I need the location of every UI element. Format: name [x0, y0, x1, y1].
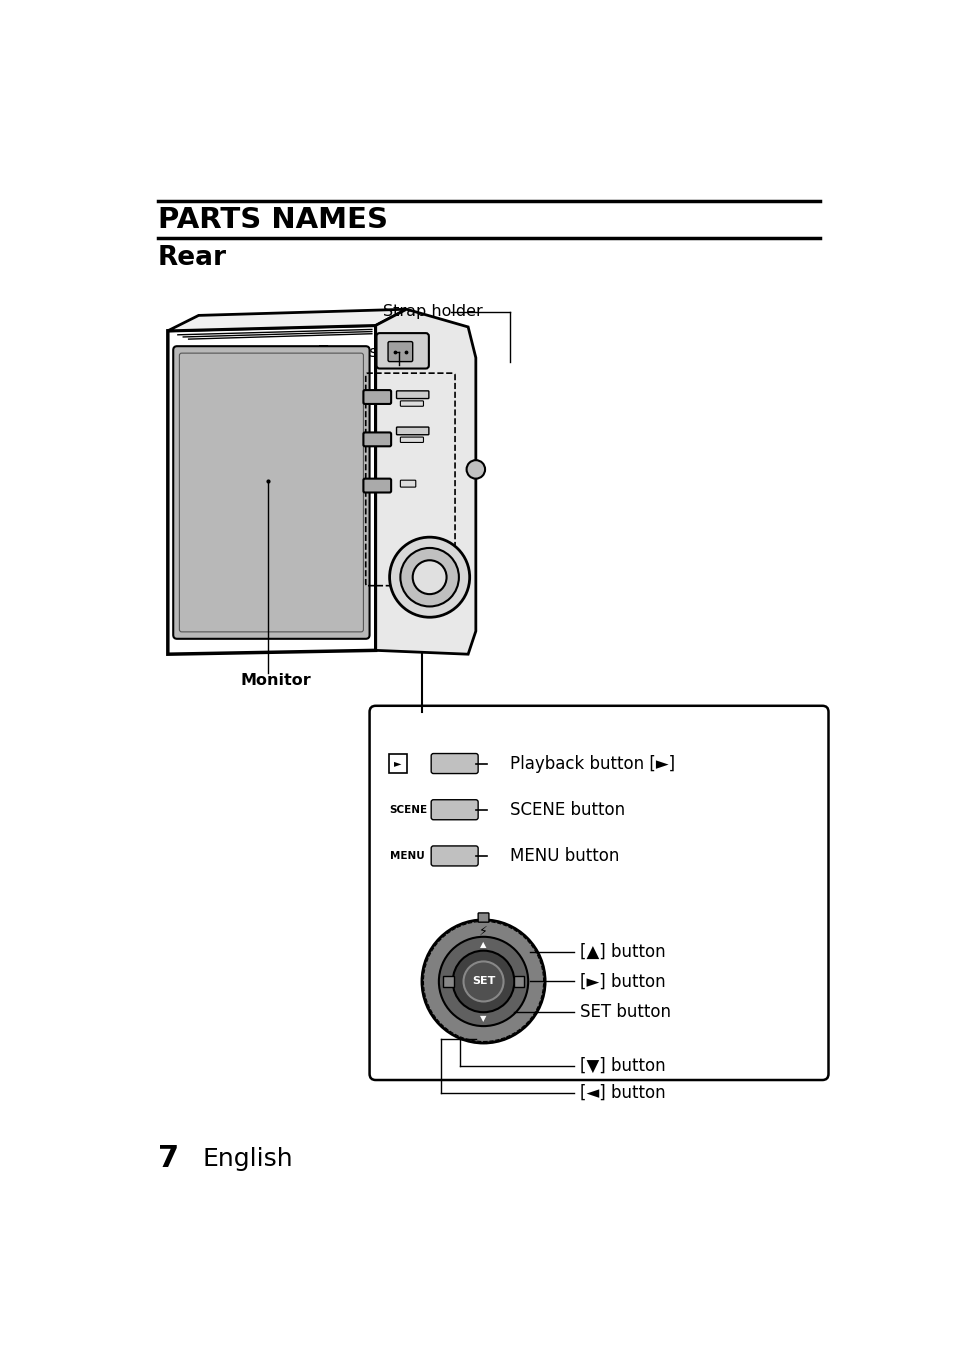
- Text: ▼: ▼: [479, 1014, 486, 1024]
- Text: SET button: SET button: [579, 1003, 670, 1021]
- Text: PARTS NAMES: PARTS NAMES: [157, 206, 388, 234]
- Text: SCENE: SCENE: [389, 804, 427, 815]
- Text: English: English: [202, 1146, 293, 1170]
- Polygon shape: [375, 309, 476, 654]
- FancyBboxPatch shape: [363, 390, 391, 403]
- FancyBboxPatch shape: [396, 391, 429, 398]
- Text: [▲] button: [▲] button: [579, 943, 664, 962]
- Text: Monitor: Monitor: [241, 674, 312, 689]
- FancyBboxPatch shape: [388, 342, 413, 362]
- Text: [▼] button: [▼] button: [579, 1057, 664, 1075]
- FancyBboxPatch shape: [400, 437, 423, 443]
- Circle shape: [438, 936, 528, 1026]
- Text: Rear: Rear: [157, 245, 227, 270]
- Circle shape: [400, 547, 458, 607]
- FancyBboxPatch shape: [431, 753, 477, 773]
- Text: [►] button: [►] button: [579, 972, 664, 990]
- FancyBboxPatch shape: [400, 480, 416, 487]
- Text: ⚡: ⚡: [478, 925, 487, 937]
- Circle shape: [421, 920, 544, 1044]
- Text: [◄] button: [◄] button: [579, 1084, 664, 1102]
- FancyBboxPatch shape: [389, 755, 407, 773]
- FancyBboxPatch shape: [396, 428, 429, 434]
- Text: ▲: ▲: [479, 940, 486, 950]
- Text: SCENE button: SCENE button: [510, 800, 625, 819]
- Circle shape: [413, 561, 446, 594]
- FancyBboxPatch shape: [173, 346, 369, 639]
- Text: ►: ►: [517, 976, 523, 986]
- Text: Playback button [►]: Playback button [►]: [510, 755, 675, 772]
- Text: ►: ►: [394, 759, 401, 768]
- Text: ◄: ◄: [443, 976, 450, 986]
- FancyBboxPatch shape: [442, 976, 453, 987]
- FancyBboxPatch shape: [363, 433, 391, 447]
- FancyBboxPatch shape: [431, 846, 477, 866]
- Text: 7: 7: [157, 1145, 179, 1173]
- Text: Zoom switch: Zoom switch: [317, 344, 420, 360]
- Circle shape: [466, 460, 484, 479]
- FancyBboxPatch shape: [376, 334, 429, 369]
- FancyBboxPatch shape: [513, 976, 524, 987]
- Text: MENU button: MENU button: [510, 847, 619, 865]
- FancyBboxPatch shape: [477, 913, 489, 923]
- Text: SET: SET: [472, 976, 495, 986]
- FancyBboxPatch shape: [431, 800, 477, 819]
- Text: Strap holder: Strap holder: [383, 304, 482, 319]
- Circle shape: [453, 951, 514, 1013]
- FancyBboxPatch shape: [363, 479, 391, 492]
- FancyBboxPatch shape: [369, 706, 827, 1080]
- Polygon shape: [168, 309, 406, 331]
- Text: MENU: MENU: [389, 851, 424, 861]
- Circle shape: [389, 537, 469, 617]
- FancyBboxPatch shape: [400, 401, 423, 406]
- Polygon shape: [168, 325, 375, 654]
- Circle shape: [463, 962, 503, 1002]
